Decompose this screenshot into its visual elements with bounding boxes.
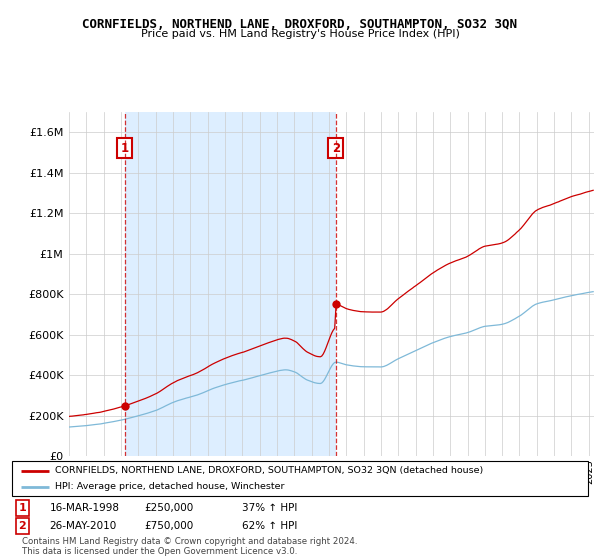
Text: 37% ↑ HPI: 37% ↑ HPI [242,503,298,513]
Text: 2: 2 [332,142,340,155]
Text: CORNFIELDS, NORTHEND LANE, DROXFORD, SOUTHAMPTON, SO32 3QN: CORNFIELDS, NORTHEND LANE, DROXFORD, SOU… [83,18,517,31]
Text: 2: 2 [19,521,26,531]
Text: 16-MAR-1998: 16-MAR-1998 [49,503,119,513]
Text: 62% ↑ HPI: 62% ↑ HPI [242,521,298,531]
Text: 1: 1 [121,142,128,155]
Text: £750,000: £750,000 [145,521,194,531]
Text: Contains HM Land Registry data © Crown copyright and database right 2024.
This d: Contains HM Land Registry data © Crown c… [22,536,358,556]
Bar [125,112,336,456]
Text: £250,000: £250,000 [145,503,194,513]
Text: 26-MAY-2010: 26-MAY-2010 [49,521,116,531]
Text: HPI: Average price, detached house, Winchester: HPI: Average price, detached house, Winc… [55,482,285,492]
Text: Price paid vs. HM Land Registry's House Price Index (HPI): Price paid vs. HM Land Registry's House … [140,29,460,39]
Text: CORNFIELDS, NORTHEND LANE, DROXFORD, SOUTHAMPTON, SO32 3QN (detached house): CORNFIELDS, NORTHEND LANE, DROXFORD, SOU… [55,466,484,475]
Text: 1: 1 [19,503,26,513]
